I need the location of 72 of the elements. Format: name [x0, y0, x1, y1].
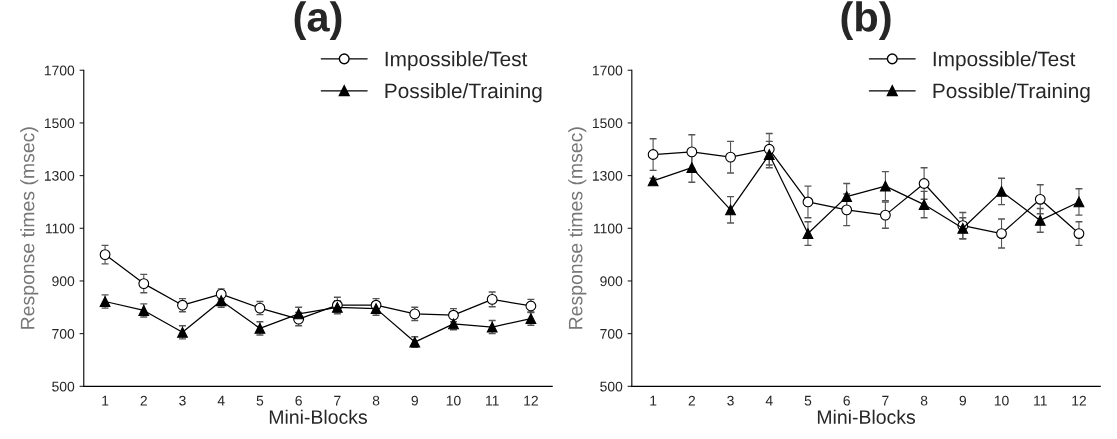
y-tick-label: 1300 [44, 170, 75, 181]
x-tick-label: 10 [446, 395, 461, 406]
point [138, 278, 150, 290]
point [725, 204, 736, 216]
x-tick-label: 3 [727, 395, 734, 406]
x-axis-title: Mini-Blocks [817, 409, 916, 424]
point [996, 185, 1007, 197]
x-tick-label: 10 [994, 395, 1009, 406]
point [763, 149, 775, 160]
x-tick-label: 8 [920, 395, 928, 406]
y-tick-label: 900 [52, 276, 75, 287]
x-tick-label: 5 [804, 395, 812, 406]
y-axis-title: Response times (msec) [20, 127, 39, 329]
x-tick-label: 9 [411, 395, 418, 406]
legend-label: Possible/Training [385, 82, 542, 103]
x-tick-label: 2 [688, 395, 695, 406]
point [99, 249, 111, 261]
point [647, 149, 659, 160]
y-tick-label: 1700 [592, 65, 623, 76]
y-tick-label: 1100 [45, 223, 75, 234]
y-tick-label: 1500 [44, 118, 75, 129]
point [879, 209, 891, 221]
point [841, 204, 853, 216]
point [918, 199, 930, 210]
x-tick-label: 5 [256, 395, 264, 406]
y-tick-label: 500 [600, 381, 623, 392]
x-tick-label: 6 [843, 395, 850, 406]
point [1073, 196, 1085, 208]
chart-title: (b) [841, 1, 891, 40]
point [802, 196, 814, 208]
x-tick-label: 6 [295, 395, 302, 406]
point [879, 180, 891, 192]
x-tick-label: 12 [524, 395, 538, 406]
y-tick-label: 900 [600, 276, 623, 287]
y-tick-label: 700 [600, 328, 623, 339]
y-tick-label: 1700 [44, 65, 75, 76]
point [686, 146, 698, 158]
x-tick-label: 1 [650, 395, 657, 406]
point [486, 293, 498, 305]
x-tick-label: 4 [217, 395, 225, 406]
point [647, 175, 659, 187]
x-tick-label: 2 [140, 395, 147, 406]
x-tick-label: 4 [765, 395, 773, 406]
point [1073, 228, 1085, 239]
point [918, 178, 930, 189]
legend-label: Impossible/Test [385, 51, 528, 71]
y-axis-title: Response times (msec) [568, 127, 587, 329]
legend-label: Impossible/Test [933, 51, 1076, 71]
y-tick-label: 1100 [593, 223, 623, 234]
y-tick-label: 700 [52, 328, 75, 339]
y-tick-label: 500 [52, 381, 75, 392]
chart-title: (a) [294, 1, 342, 40]
y-tick-label: 1500 [592, 118, 623, 129]
point [1034, 193, 1046, 205]
x-tick-label: 12 [1072, 395, 1086, 406]
x-tick-label: 9 [959, 395, 967, 406]
legend-label: Possible/Training [933, 82, 1090, 103]
y-tick-label: 1300 [592, 170, 623, 181]
point [725, 151, 736, 163]
x-tick-label: 11 [1034, 395, 1047, 406]
x-tick-label: 8 [372, 395, 380, 406]
point [686, 162, 698, 174]
point [996, 228, 1007, 239]
point [802, 228, 814, 239]
x-axis-title: Mini-Blocks [269, 409, 367, 424]
x-tick-label: 7 [334, 395, 341, 406]
x-tick-label: 7 [882, 395, 889, 406]
x-tick-label: 3 [179, 395, 186, 406]
point [1034, 214, 1046, 226]
point [841, 191, 853, 203]
x-tick-label: 11 [486, 395, 499, 406]
x-tick-label: 1 [102, 395, 109, 406]
